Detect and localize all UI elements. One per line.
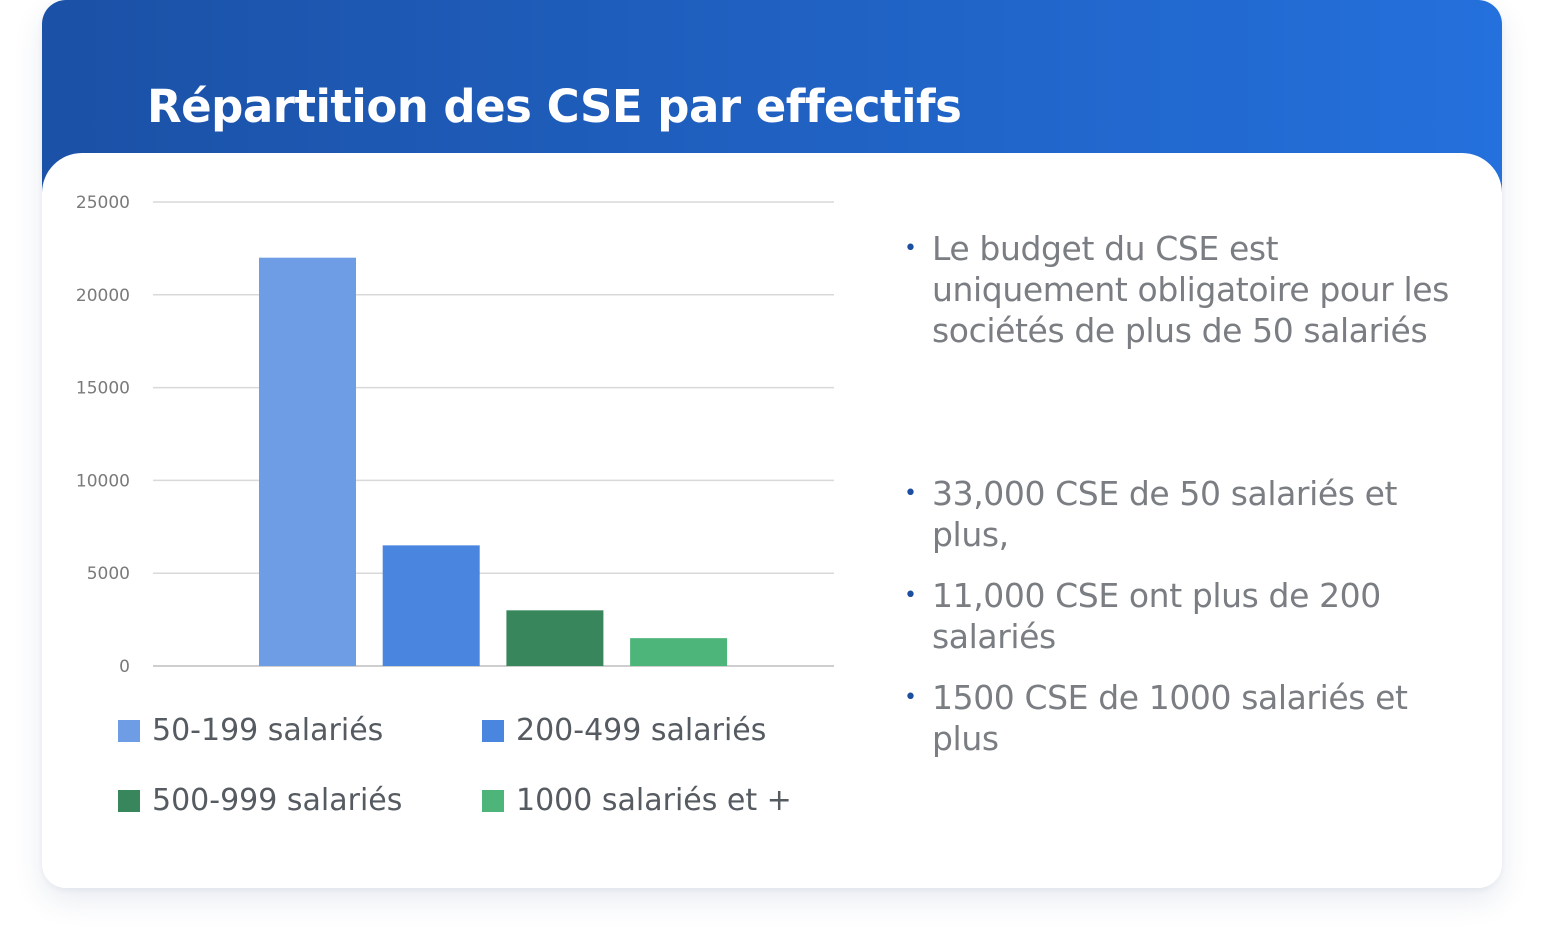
legend-item: 1000 salariés et +: [482, 783, 792, 818]
y-tick-label: 10000: [76, 471, 130, 491]
y-tick-label: 0: [119, 657, 130, 677]
legend-label: 200-499 salariés: [516, 713, 767, 748]
note-text: 11,000 CSE ont plus de 200 salariés: [932, 576, 1381, 656]
bullet-icon: •: [904, 236, 917, 261]
legend-label: 500-999 salariés: [152, 783, 403, 818]
note-item: • 33,000 CSE de 50 salariés et plus,: [904, 473, 1464, 555]
y-tick-label: 15000: [76, 379, 130, 399]
legend-swatch: [118, 719, 140, 742]
legend-label: 50-199 salariés: [152, 713, 384, 748]
note-text: Le budget du CSE est uniquement obligato…: [932, 229, 1449, 350]
y-tick-label: 5000: [87, 564, 130, 584]
legend-item: 50-199 salariés: [118, 713, 383, 748]
card: Répartition des CSE par effectifs 0 5000 1…: [42, 0, 1502, 888]
note-item: • 1500 CSE de 1000 salariés et plus: [904, 677, 1464, 759]
note-text: 1500 CSE de 1000 salariés et plus: [932, 678, 1408, 758]
legend-item: 500-999 salariés: [118, 783, 402, 818]
note-item: • Le budget du CSE est uniquement obliga…: [904, 228, 1464, 351]
note-text: 33,000 CSE de 50 salariés et plus,: [932, 474, 1398, 554]
bar: [259, 257, 356, 666]
y-tick-label: 20000: [76, 286, 130, 306]
page-title: Répartition des CSE par effectifs: [147, 80, 962, 133]
note-item: • 11,000 CSE ont plus de 200 salariés: [904, 575, 1464, 657]
legend-item: 200-499 salariés: [482, 713, 766, 748]
bullet-icon: •: [904, 685, 917, 710]
legend-swatch: [118, 789, 140, 812]
legend-swatch: [482, 719, 504, 742]
bullet-icon: •: [904, 583, 917, 608]
y-tick-label: 25000: [76, 193, 130, 213]
legend-label: 1000 salariés et +: [516, 783, 792, 818]
chart-legend: 50-199 salariés 200-499 salariés 500-999…: [118, 713, 838, 863]
legend-swatch: [482, 789, 504, 812]
bar: [382, 545, 480, 666]
bar: [630, 638, 728, 666]
bar-chart: 0 5000 10000 15000 20000 25000: [76, 193, 834, 677]
bar: [506, 610, 604, 666]
content-panel: 0 5000 10000 15000 20000 25000 50-199 salarié…: [42, 153, 1502, 888]
bullet-icon: •: [904, 481, 917, 506]
